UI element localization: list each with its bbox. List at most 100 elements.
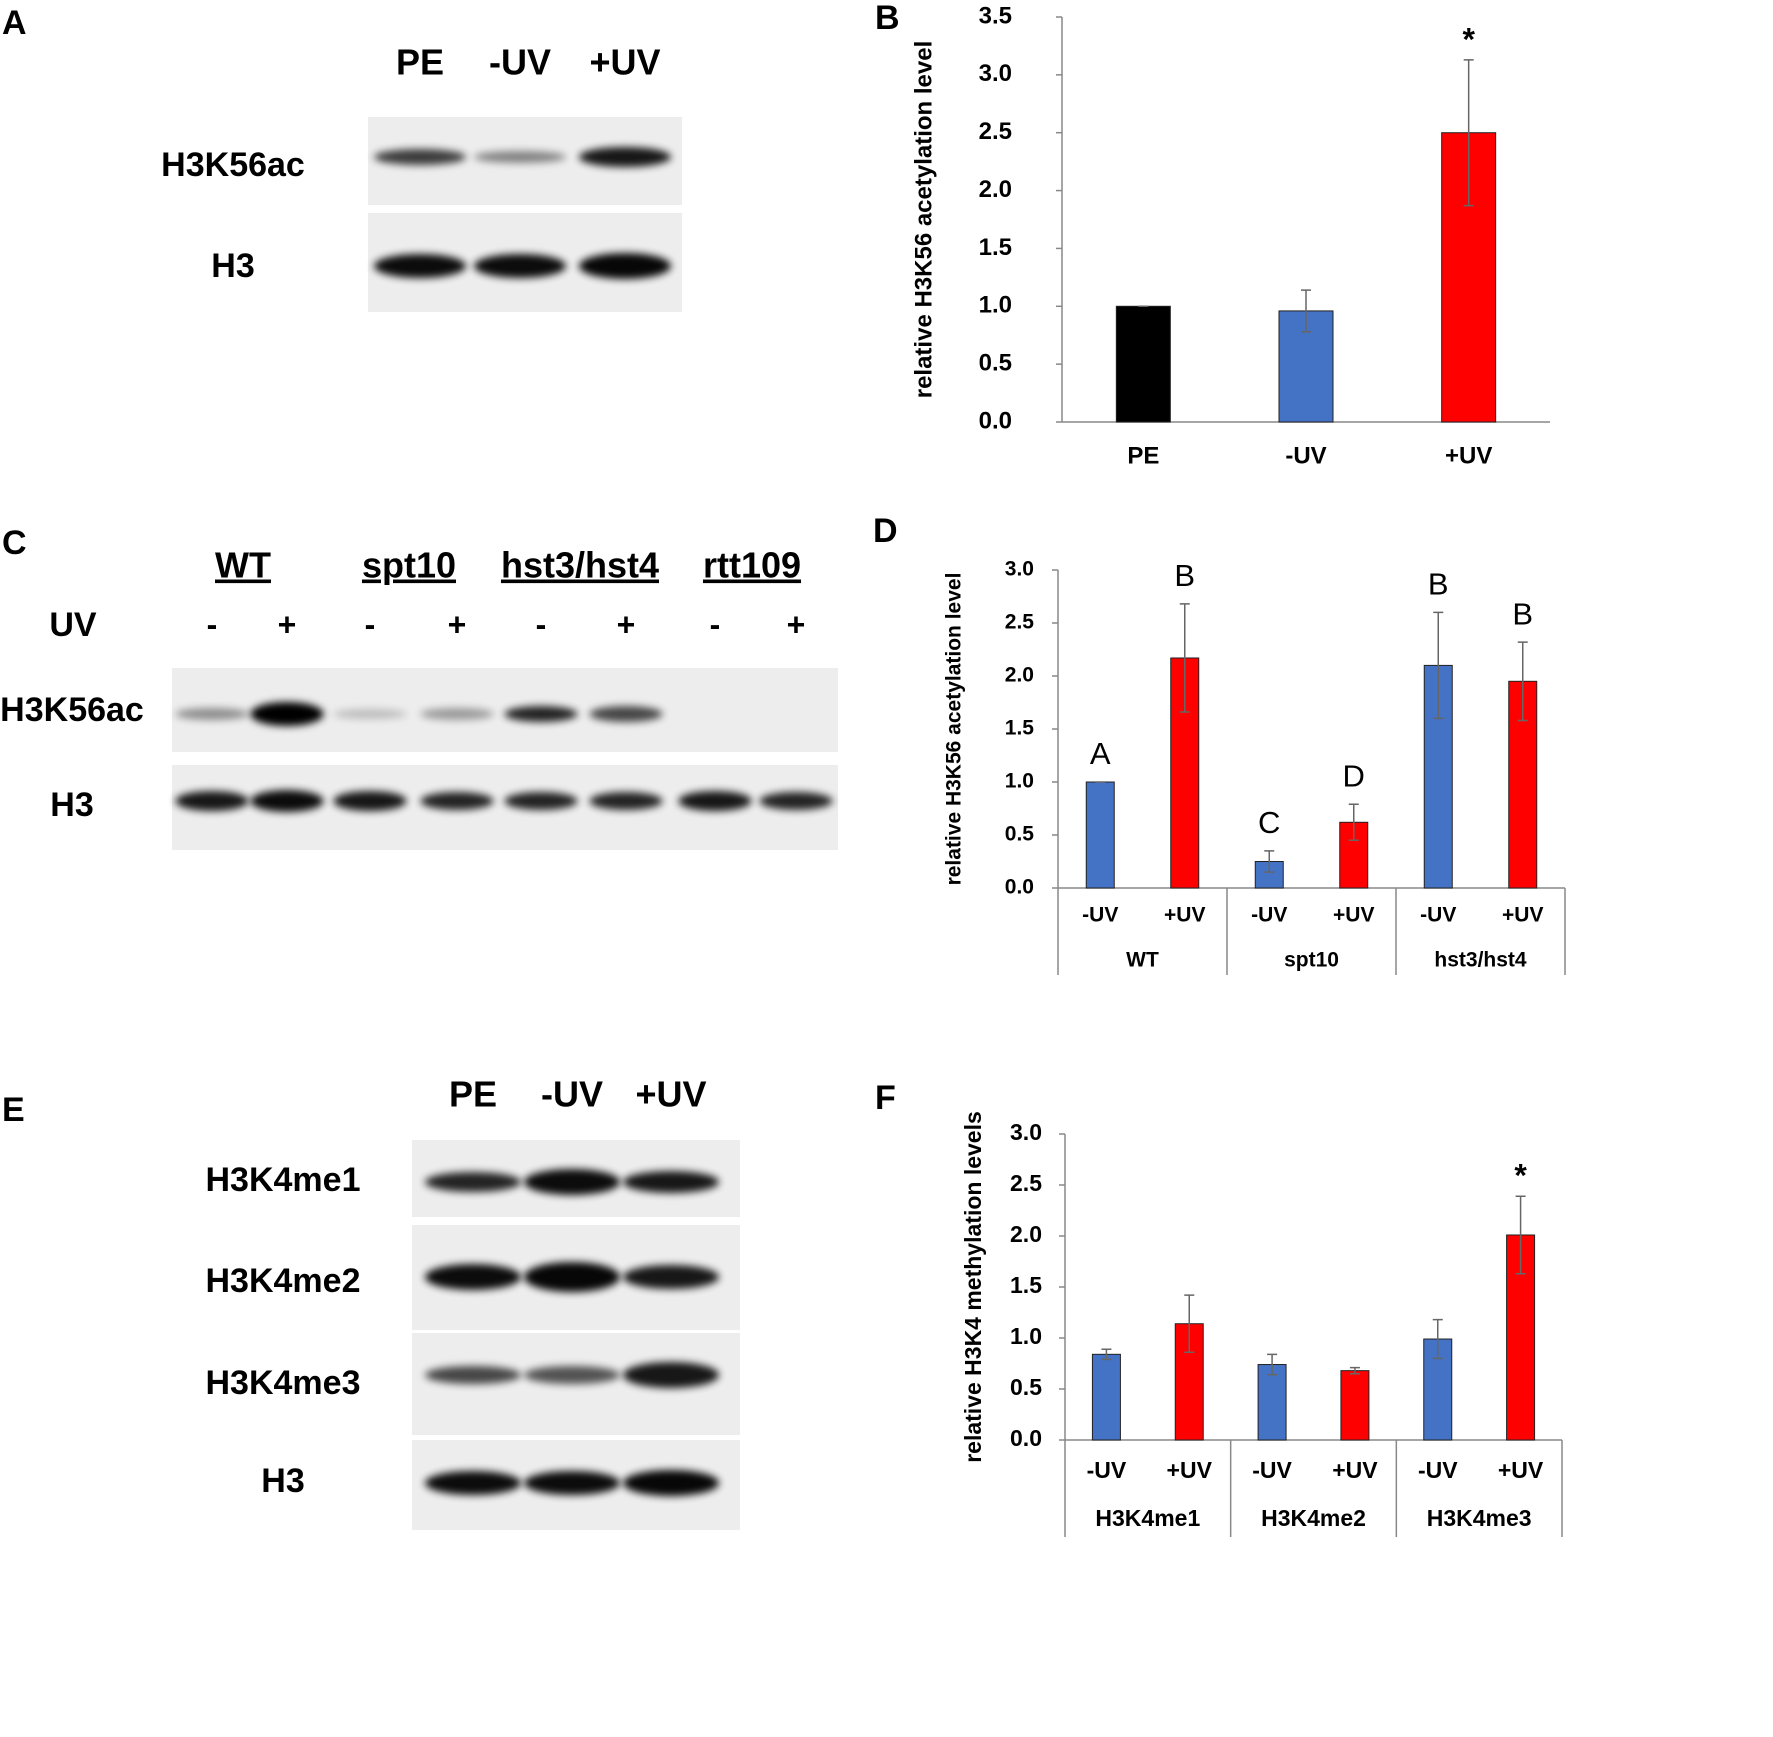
row-label: H3	[50, 786, 93, 824]
annotation: C	[1258, 805, 1280, 840]
error-bar	[1432, 1318, 1443, 1360]
panel-letter: F	[875, 1079, 896, 1117]
blot-band	[523, 1169, 621, 1195]
y-tick-label: 3.5	[979, 2, 1012, 29]
treatment-label: UV	[49, 606, 97, 644]
error-bar	[1433, 611, 1444, 720]
lane-label: +	[278, 606, 297, 642]
y-axis-label: relative H3K4 methylation levels	[960, 1111, 986, 1463]
y-tick-label: 1.0	[1005, 770, 1034, 793]
lane-label: -	[207, 606, 218, 642]
y-tick-label: 1.5	[979, 234, 1012, 261]
strain-label: spt10	[362, 545, 456, 586]
y-tick-label: 0.5	[1005, 823, 1035, 846]
blot-band	[420, 792, 494, 810]
annotation: B	[1174, 558, 1195, 593]
lane-label: -UV	[541, 1074, 603, 1115]
annotation: *	[1514, 1158, 1527, 1194]
x-tick-label: -UV	[1420, 904, 1456, 927]
lane-label: -	[365, 606, 376, 642]
group-label: H3K4me1	[1095, 1505, 1200, 1531]
bar	[1257, 1364, 1287, 1441]
blot-band	[678, 791, 752, 811]
blot-band	[424, 1264, 522, 1290]
x-tick-label: -UV	[1082, 904, 1118, 927]
annotation: B	[1428, 567, 1449, 602]
row-label: H3K4me1	[206, 1161, 361, 1199]
error-bar	[1184, 1294, 1195, 1354]
annotation: B	[1512, 596, 1533, 631]
group-label: WT	[1126, 949, 1159, 972]
x-tick-label: +UV	[1502, 904, 1543, 927]
blot-band	[250, 702, 324, 726]
annotation: D	[1343, 758, 1365, 793]
lane-label: +UV	[589, 42, 660, 83]
x-tick-label: +UV	[1498, 1457, 1544, 1483]
y-tick-label: 2.0	[979, 176, 1012, 203]
blot-band	[523, 1366, 621, 1384]
y-tick-label: 3.0	[1005, 558, 1034, 581]
blot-band	[424, 1172, 522, 1192]
lane-label: -	[536, 606, 547, 642]
panel-letter: E	[2, 1091, 25, 1129]
row-label: H3K56ac	[161, 146, 305, 184]
error-bar	[1349, 1366, 1360, 1375]
blot-band	[175, 708, 249, 720]
bar	[1091, 1353, 1121, 1441]
blot-band	[373, 149, 467, 165]
blot-band	[424, 1366, 522, 1384]
error-bar	[1264, 850, 1275, 873]
panel-letter: C	[2, 524, 27, 562]
blot-band	[420, 708, 494, 720]
row-label: H3	[261, 1462, 304, 1500]
row-label: H3K56ac	[0, 691, 144, 729]
y-tick-label: 2.5	[979, 118, 1012, 145]
lane-label: PE	[449, 1074, 497, 1115]
blot-band	[759, 792, 833, 810]
panel-letter: A	[2, 4, 27, 42]
error-bar	[1463, 59, 1474, 207]
blot-band	[622, 1171, 720, 1193]
bar	[1115, 305, 1171, 423]
x-tick-label: +UV	[1332, 1457, 1378, 1483]
blot-band	[622, 1470, 720, 1496]
group-label: hst3/hst4	[1434, 949, 1527, 972]
blot-band	[333, 709, 407, 719]
y-tick-label: 0.0	[1010, 1425, 1042, 1451]
blot-band	[578, 147, 672, 167]
y-tick-label: 1.5	[1010, 1272, 1042, 1298]
group-label: H3K4me2	[1261, 1505, 1366, 1531]
error-bar	[1101, 1348, 1112, 1361]
y-tick-label: 0.5	[1010, 1374, 1042, 1400]
y-tick-label: 0.0	[1005, 876, 1034, 899]
row-label: H3K4me3	[206, 1364, 361, 1402]
x-tick-label: -UV	[1285, 442, 1326, 469]
blot-band	[622, 1265, 720, 1289]
x-tick-label: -UV	[1252, 1457, 1292, 1483]
y-tick-label: 2.0	[1010, 1221, 1042, 1247]
panel-letter: D	[873, 512, 898, 550]
error-bar	[1348, 803, 1359, 842]
y-tick-label: 1.0	[1010, 1323, 1042, 1349]
blot-band	[523, 1471, 621, 1495]
lane-label: +UV	[635, 1074, 706, 1115]
group-label: H3K4me3	[1427, 1505, 1532, 1531]
lane-label: -UV	[489, 42, 551, 83]
panel-letter: B	[875, 0, 900, 37]
blot-band	[622, 1362, 720, 1388]
blot-band	[175, 791, 249, 811]
y-tick-label: 2.0	[1005, 664, 1034, 687]
x-tick-label: +UV	[1167, 1457, 1213, 1483]
blot-band	[424, 1471, 522, 1495]
x-tick-label: -UV	[1418, 1457, 1458, 1483]
lane-label: PE	[396, 42, 444, 83]
lane-label: -	[710, 606, 721, 642]
blot-band	[523, 1262, 621, 1292]
blot-band	[373, 254, 467, 278]
error-bar	[1267, 1353, 1278, 1376]
error-bar	[1515, 1195, 1526, 1275]
row-label: H3K4me2	[206, 1262, 361, 1300]
blot-band	[589, 706, 663, 722]
error-bar	[1301, 289, 1311, 333]
